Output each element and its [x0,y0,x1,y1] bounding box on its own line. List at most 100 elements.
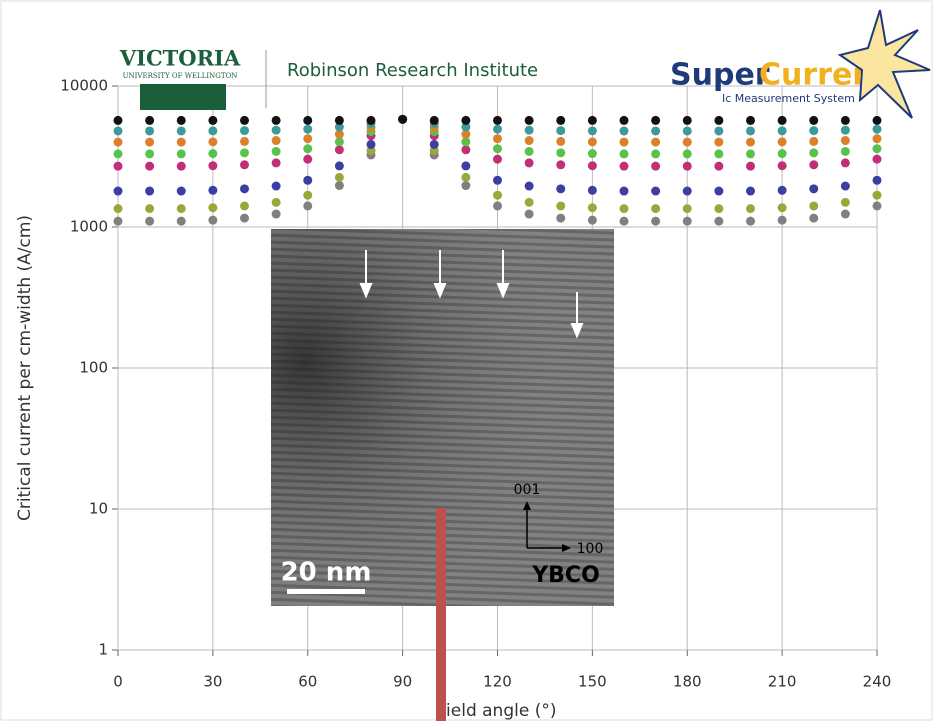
data-point [682,137,692,147]
data-point [682,204,692,214]
data-point [113,161,123,171]
data-point [714,126,724,136]
data-point [777,126,787,136]
crest [140,84,226,110]
data-point [619,126,629,136]
data-point [145,137,155,147]
y-tick-label: 1000 [70,218,108,236]
data-point [524,197,534,207]
data-point [840,136,850,146]
data-point [587,185,597,195]
data-point [556,126,566,136]
brand-a: Super [670,58,770,93]
x-axis-label: Field angle (°) [438,701,557,721]
data-point [145,126,155,136]
data-point [587,137,597,147]
data-point [334,129,344,139]
x-tick-label: 180 [673,673,702,691]
data-point [240,213,249,223]
data-point [208,126,218,136]
y-tick-label: 10 [89,500,108,518]
x-tick-label: 210 [768,673,797,691]
org-sub: UNIVERSITY OF WELLINGTON [123,72,238,80]
data-point [840,158,850,168]
data-point [334,137,344,147]
data-point [145,204,155,214]
data-point [556,160,566,170]
data-point [651,186,661,196]
data-point [176,126,186,136]
data-point [208,137,218,147]
star-logo [837,9,931,119]
data-point [240,136,249,146]
data-point [271,181,281,191]
data-point [840,115,850,125]
data-point [240,160,249,170]
data-point [746,186,755,196]
material-label: YBCO [531,563,600,588]
data-point [461,122,471,132]
data-point [651,216,661,226]
data-point [145,149,155,159]
scale-label: 20 nm [281,558,372,588]
data-point [271,146,281,156]
data-point [334,122,344,132]
data-point [619,137,629,147]
data-point [872,190,882,200]
data-point [493,190,502,200]
data-point [208,161,218,171]
data-point [872,115,882,125]
data-point [240,126,249,136]
data-point [809,213,819,223]
data-point [271,125,281,135]
data-point [461,115,471,125]
data-point [777,203,787,213]
data-point [682,161,692,171]
data-point [651,161,661,171]
data-point [651,149,661,159]
data-point [113,137,123,147]
data-point [809,201,819,211]
data-point [461,161,471,171]
data-point [651,137,661,147]
data-point [145,186,155,196]
data-point [587,203,597,213]
data-point [461,145,471,155]
data-point [619,149,629,159]
data-point [113,126,123,136]
data-point [587,215,597,225]
data-point [176,115,186,125]
data-point [334,181,344,191]
data-point [524,158,534,168]
data-point [208,149,218,159]
x-tick-label: 60 [298,673,317,691]
data-point [176,161,186,171]
data-point [587,161,597,171]
data-point [556,136,566,146]
data-point [809,148,819,158]
data-point [493,124,502,134]
data-point [714,216,724,226]
data-point [176,149,186,159]
data-point [714,137,724,147]
data-point [493,144,502,154]
scale-bar [287,589,365,594]
data-point [556,115,566,125]
data-point [240,184,249,194]
data-point [461,181,471,191]
data-point [777,149,787,159]
data-point [587,126,597,136]
x-tick-label: 120 [483,673,512,691]
data-point [556,201,566,211]
data-point [493,115,502,125]
data-point [366,146,376,156]
data-point [366,139,376,149]
x-tick-label: 150 [578,673,607,691]
data-point [113,204,123,214]
data-point [619,115,629,125]
data-point [619,216,629,226]
data-point [746,149,755,159]
data-point [872,154,882,164]
data-point [303,144,313,154]
data-point [524,125,534,135]
